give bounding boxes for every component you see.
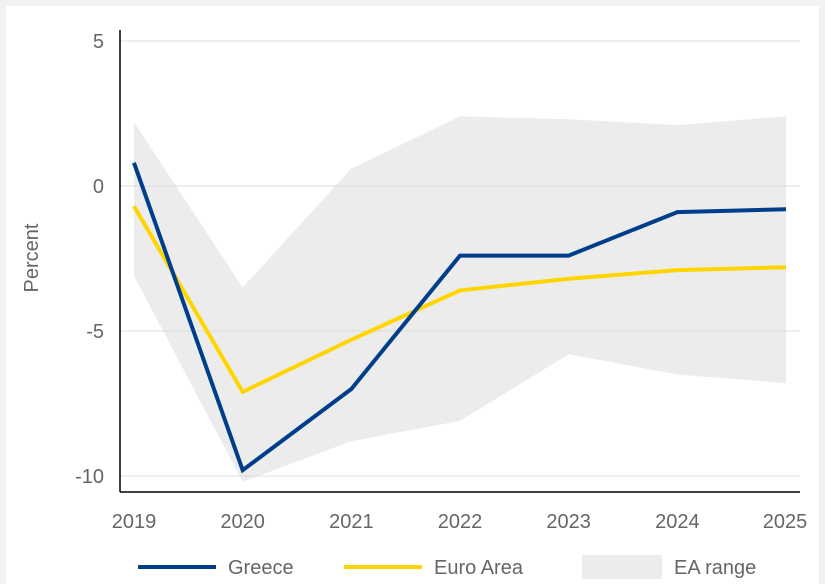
series-line-euro-area xyxy=(132,205,787,395)
series-lines xyxy=(132,162,787,474)
y-tick-label: -10 xyxy=(75,466,104,488)
x-tick-label: 2025 xyxy=(763,511,808,533)
x-tick-label: 2022 xyxy=(438,511,483,533)
series-line-greece xyxy=(132,162,787,474)
y-tick-label: 0 xyxy=(93,176,104,198)
y-tick-label: -5 xyxy=(86,321,104,343)
range-band-layer xyxy=(134,116,787,482)
gridlines xyxy=(120,40,800,477)
legend-swatch-ea-range xyxy=(582,555,662,579)
legend: Greece Euro Area EA range xyxy=(138,555,756,579)
x-tick-label: 2019 xyxy=(112,511,157,533)
tick-labels: 5 0 -5 -10 2019 2020 2021 2022 2023 2024 2025 xyxy=(75,31,807,533)
ea-range-band xyxy=(134,116,787,482)
x-tick-label: 2024 xyxy=(655,511,700,533)
y-tick-label: 5 xyxy=(93,31,104,53)
legend-label-greece: Greece xyxy=(228,557,294,579)
legend-label-euro-area: Euro Area xyxy=(434,557,524,579)
x-tick-label: 2020 xyxy=(220,511,265,533)
x-tick-label: 2021 xyxy=(329,511,374,533)
axes xyxy=(119,30,800,493)
legend-label-ea-range: EA range xyxy=(674,557,756,579)
x-tick-label: 2023 xyxy=(546,511,591,533)
y-axis-label: Percent xyxy=(21,223,43,292)
